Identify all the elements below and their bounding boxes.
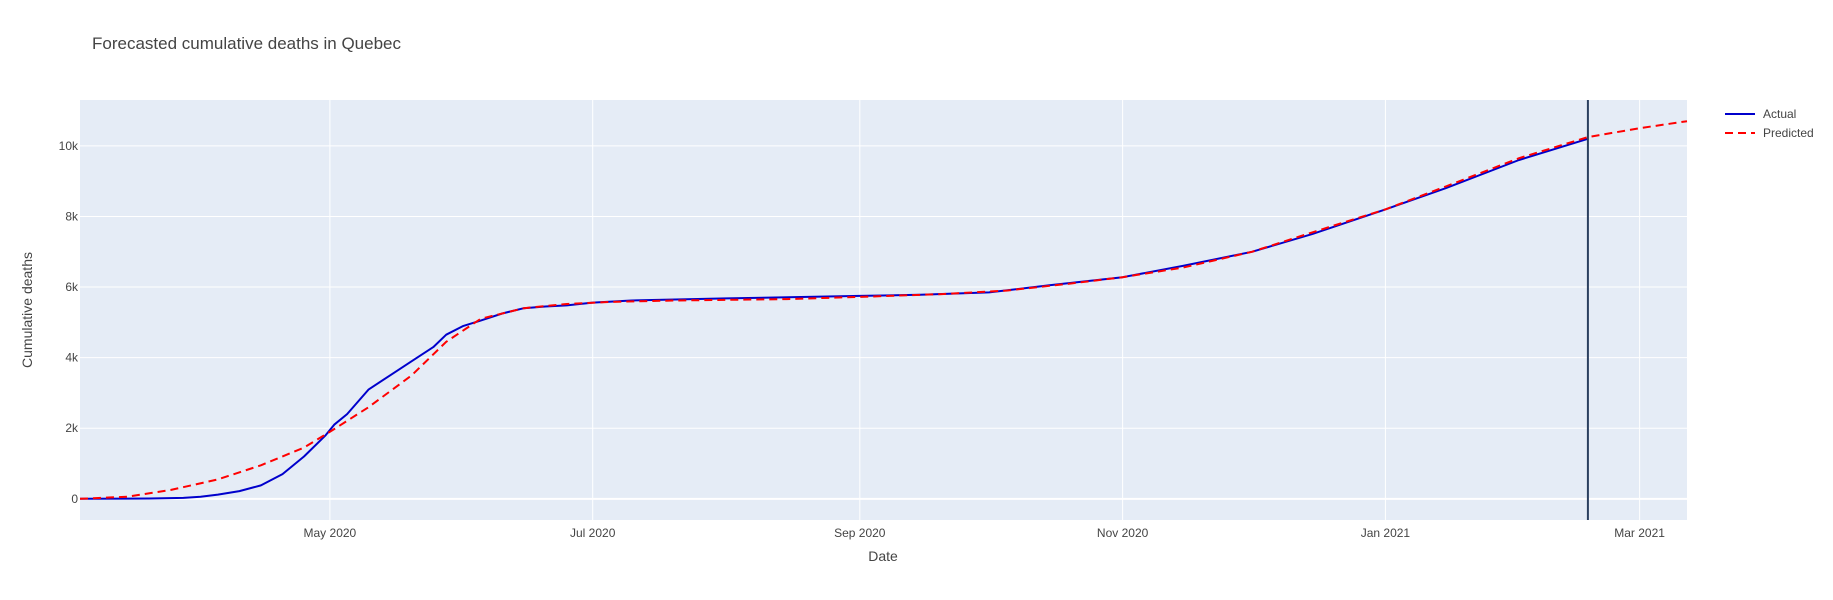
y-axis-title: Cumulative deaths — [19, 252, 35, 368]
legend-label: Actual — [1763, 107, 1796, 121]
x-tick-label: Jul 2020 — [570, 526, 616, 540]
x-tick-label: Sep 2020 — [834, 526, 886, 540]
y-tick-label: 8k — [65, 209, 79, 223]
legend-item-actual[interactable]: Actual — [1725, 107, 1796, 121]
plot-background — [80, 100, 1687, 520]
x-tick-label: Nov 2020 — [1097, 526, 1149, 540]
grid-layer — [80, 100, 1687, 520]
tick-layer: May 2020 Jul 2020 Sep 2020 Nov 2020 Jan 2021… — [59, 139, 1666, 540]
x-tick-label: Mar 2021 — [1614, 526, 1665, 540]
x-tick-label: May 2020 — [304, 526, 357, 540]
series-line-predicted — [79, 120, 1688, 500]
chart-title: Forecasted cumulative deaths in Quebec — [92, 34, 402, 53]
x-axis-title: Date — [868, 548, 898, 564]
y-tick-label: 6k — [65, 280, 79, 294]
legend-label: Predicted — [1763, 126, 1814, 140]
legend-item-predicted[interactable]: Predicted — [1725, 126, 1814, 140]
series-layer — [79, 120, 1688, 500]
y-tick-label: 0 — [71, 492, 78, 506]
y-tick-label: 10k — [59, 139, 79, 153]
legend: Actual Predicted — [1725, 107, 1814, 140]
x-tick-label: Jan 2021 — [1361, 526, 1411, 540]
y-tick-label: 2k — [65, 421, 79, 435]
y-tick-label: 4k — [65, 351, 79, 365]
